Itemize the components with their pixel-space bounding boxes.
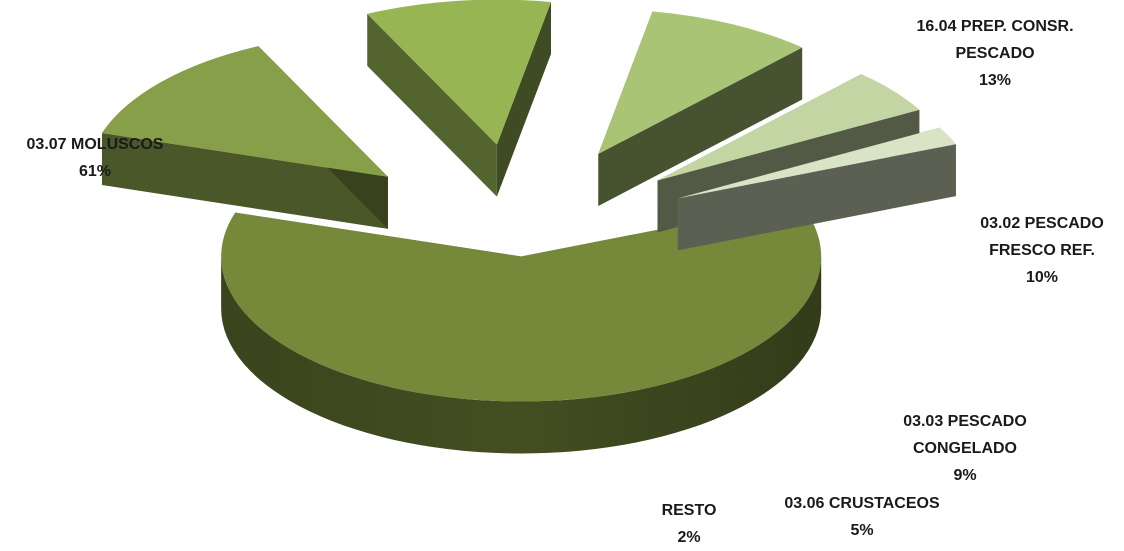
pie-slice-pescado-congelado: [598, 11, 803, 206]
slice-label-text: 03.03 PESCADO: [903, 413, 1027, 430]
slice-percent: 9%: [953, 467, 977, 484]
slice-label-pescado-congelado: 03.03 PESCADO CONGELADO 9%: [880, 408, 1050, 489]
pie-slice-wall: [367, 13, 497, 197]
pie-slice-top: [677, 127, 956, 199]
slice-label-pescado-fresco: 03.02 PESCADO FRESCO REF. 10%: [960, 210, 1124, 291]
pie-slice-prep-consr-pescado: [101, 46, 388, 229]
slice-percent: 5%: [850, 522, 874, 539]
slice-label-text: FRESCO REF.: [989, 242, 1095, 259]
slice-label-text: 03.02 PESCADO: [980, 215, 1104, 232]
pie-slice-top: [367, 0, 552, 145]
slice-percent: 13%: [978, 72, 1012, 89]
slice-label-resto: RESTO 2%: [644, 497, 734, 551]
slice-label-text: RESTO: [661, 502, 717, 519]
slice-percent: 2%: [677, 529, 701, 546]
pie-slice-top: [101, 46, 388, 177]
pie-slice-top: [221, 202, 822, 402]
pie-slice-pescado-fresco: [367, 0, 552, 197]
slice-label-text: PESCADO: [955, 45, 1035, 62]
pie-slice-wall: [598, 47, 803, 206]
pie-slice-wall: [677, 144, 956, 251]
pie-slice-wall: [101, 133, 388, 229]
pie-slice-top: [657, 74, 920, 181]
pie-slice-top: [598, 11, 803, 154]
pie-slice-rim-shade: [221, 256, 822, 454]
slice-percent: 61%: [78, 163, 112, 180]
slice-label-moluscos: 03.07 MOLUSCOS 61%: [0, 131, 190, 185]
slice-percent: 10%: [1025, 269, 1059, 286]
slice-label-text: CONGELADO: [913, 440, 1017, 457]
slice-label-text: 03.07 MOLUSCOS: [26, 136, 164, 153]
pie-slice-resto: [677, 127, 956, 251]
pie-slice-wall: [496, 1, 552, 197]
slice-label-text: 16.04 PREP. CONSR.: [916, 18, 1074, 35]
slice-label-crustaceos: 03.06 CRUSTACEOS 5%: [762, 490, 962, 544]
slice-label-text: 03.06 CRUSTACEOS: [784, 495, 940, 512]
slice-label-prep-consr-pescado: 16.04 PREP. CONSR. PESCADO 13%: [890, 13, 1100, 94]
pie-slice-moluscos: [221, 202, 822, 454]
